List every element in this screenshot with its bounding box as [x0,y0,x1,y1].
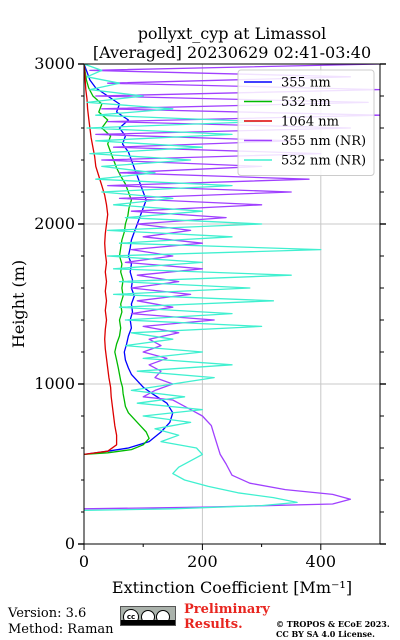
series-line [84,64,380,510]
x-tick-label: 200 [187,552,218,571]
preliminary-line-1: Preliminary [184,602,270,617]
x-tick-label: 0 [79,552,89,571]
x-tick-label: 400 [306,552,337,571]
legend-label: 1064 nm [281,115,339,130]
cc-license-badge: cc [120,606,176,626]
legend-label: 355 nm (NR) [281,134,366,149]
y-axis-label: Height (m) [9,260,28,348]
series-line [84,64,174,456]
version-text: Version: 3.6 [8,606,87,621]
profile-chart: 0 200 400 0 1000 2000 3000 355 nm 532 nm 1064 nm… [9,54,386,597]
legend-label: 532 nm [281,95,331,110]
legend-label: 532 nm (NR) [281,154,366,169]
copyright-line-1: © TROPOS & ECoE 2023. [276,619,390,629]
legend: 355 nm 532 nm 1064 nm 355 nm (NR) 532 nm (NR… [237,69,375,176]
plot-frame [83,63,381,545]
legend-box [237,69,375,176]
y-tick-label: 2000 [34,214,75,233]
legend-label: 355 nm [281,76,331,91]
series-line [84,64,322,512]
series-lines [84,64,380,512]
preliminary-line-2: Results. [184,617,243,632]
series-line [84,64,118,456]
copyright-notice: © TROPOS & ECoE 2023. CC BY SA 4.0 Licen… [276,619,390,639]
y-tick-label: 0 [65,534,75,553]
chart-subtitle: [Averaged] 20230629 02:41-03:40 [92,43,372,62]
axis-ticks: 0 200 400 0 1000 2000 3000 [34,54,386,571]
method-text: Method: Raman [8,622,114,637]
x-axis-label: Extinction Coefficient [Mm⁻¹] [112,578,352,597]
badge-bar [121,620,175,625]
y-tick-label: 3000 [34,54,75,73]
y-tick-label: 1000 [34,374,75,393]
chart-title: pollyxt_cyp at Limassol [137,24,327,43]
preliminary-notice: Preliminary Results. [184,602,270,632]
copyright-line-2: CC BY SA 4.0 License. [276,629,375,639]
